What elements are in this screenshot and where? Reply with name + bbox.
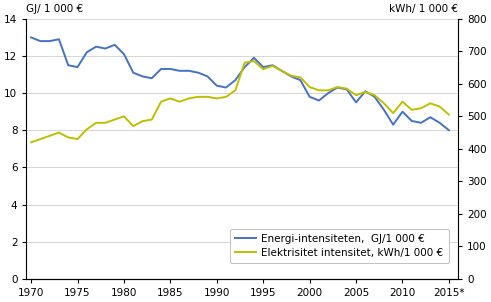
Text: GJ/ 1 000 €: GJ/ 1 000 € <box>27 4 83 14</box>
Text: kWh/ 1 000 €: kWh/ 1 000 € <box>389 4 458 14</box>
Legend: Energi-intensiteten,  GJ/1 000 €, Elektrisitet intensitet, kWh/1 000 €: Energi-intensiteten, GJ/1 000 €, Elektri… <box>230 229 449 263</box>
